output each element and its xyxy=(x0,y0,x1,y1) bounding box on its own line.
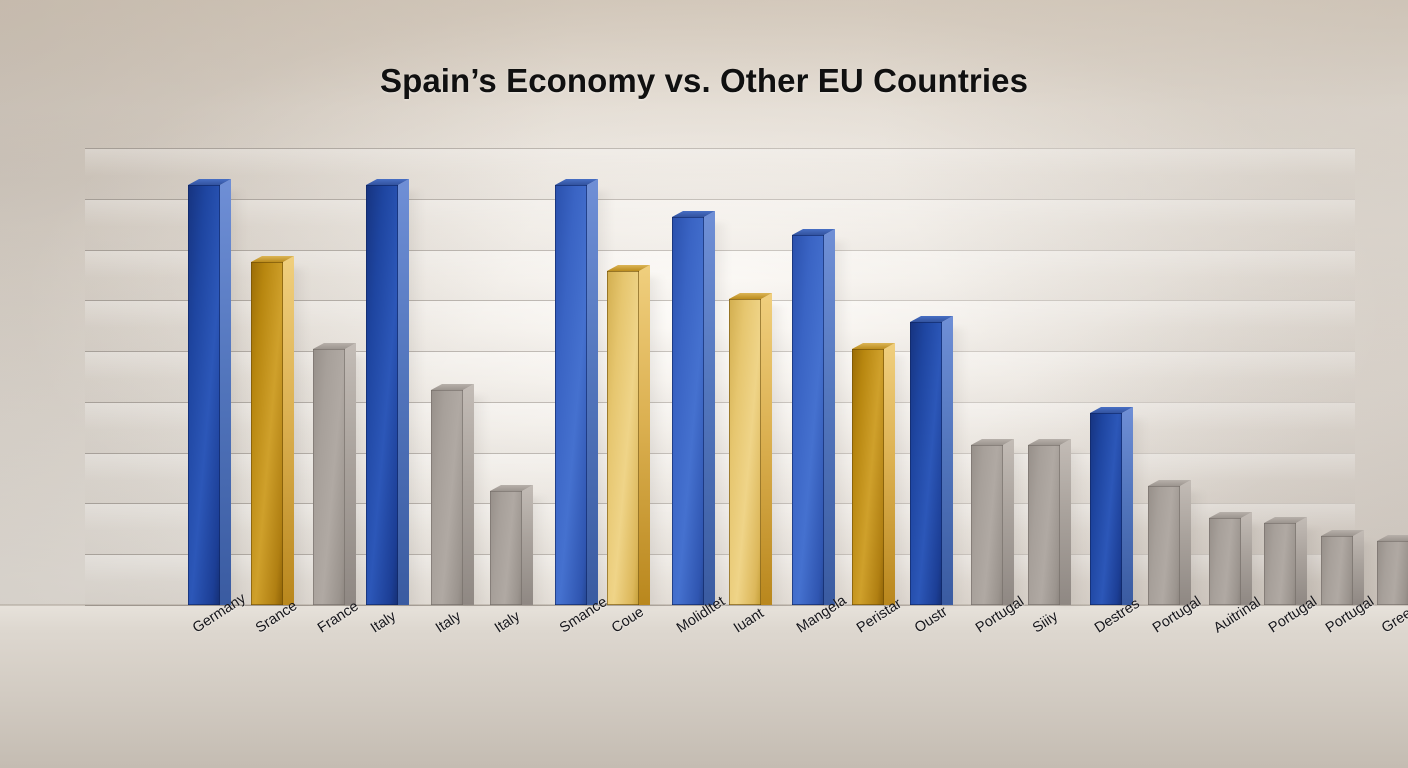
bar-top-face xyxy=(188,179,231,185)
bar[interactable] xyxy=(971,439,1014,605)
bar-side-face xyxy=(345,343,356,605)
bar[interactable] xyxy=(1209,512,1252,605)
plot-area xyxy=(85,148,1408,606)
bar-top-face xyxy=(251,256,294,262)
bar-top-face xyxy=(366,179,409,185)
bar[interactable] xyxy=(1264,517,1307,605)
bar-side-face xyxy=(704,211,715,605)
bar[interactable] xyxy=(1321,530,1364,605)
bar[interactable] xyxy=(1148,480,1191,605)
bar-top-face xyxy=(313,343,356,349)
gridline xyxy=(85,402,1355,403)
bar-side-face xyxy=(463,384,474,605)
bar-front-face xyxy=(366,185,398,605)
bar[interactable] xyxy=(1090,407,1133,605)
bar-top-face xyxy=(431,384,474,390)
bar-top-face xyxy=(1209,512,1252,518)
bar-side-face xyxy=(761,293,772,605)
bar-front-face xyxy=(188,185,220,605)
bar[interactable] xyxy=(1377,535,1408,605)
bar-front-face xyxy=(607,271,639,605)
bar-top-face xyxy=(971,439,1014,445)
bar-side-face xyxy=(942,316,953,605)
bar[interactable] xyxy=(1028,439,1071,605)
bar-front-face xyxy=(490,491,522,605)
bar-top-face xyxy=(729,293,772,299)
bar-top-face xyxy=(1321,530,1364,536)
bar-front-face xyxy=(1264,523,1296,605)
bar-front-face xyxy=(852,349,884,605)
bar-side-face xyxy=(884,343,895,605)
gridline xyxy=(85,199,1355,200)
bar-front-face xyxy=(792,235,824,605)
bar-side-face xyxy=(220,179,231,605)
bar-front-face xyxy=(1209,518,1241,605)
bar-front-face xyxy=(672,217,704,605)
bar[interactable] xyxy=(490,485,533,605)
bar[interactable] xyxy=(792,229,835,605)
bar-top-face xyxy=(1264,517,1307,523)
wall-panel xyxy=(85,148,1355,199)
bar-side-face xyxy=(522,485,533,605)
bar[interactable] xyxy=(366,179,409,605)
gridline xyxy=(85,148,1355,149)
bar-top-face xyxy=(555,179,598,185)
bar[interactable] xyxy=(910,316,953,605)
bar[interactable] xyxy=(729,293,772,605)
bar-top-face xyxy=(1090,407,1133,413)
bar-top-face xyxy=(910,316,953,322)
bar[interactable] xyxy=(313,343,356,605)
bar-front-face xyxy=(313,349,345,605)
bar-front-face xyxy=(1148,486,1180,605)
chart-title: Spain’s Economy vs. Other EU Countries xyxy=(379,62,1029,99)
bar-front-face xyxy=(971,445,1003,605)
bar-top-face xyxy=(792,229,835,235)
gridline xyxy=(85,605,1355,606)
bar[interactable] xyxy=(555,179,598,605)
bar-side-face xyxy=(1241,512,1252,605)
bar[interactable] xyxy=(431,384,474,605)
bar[interactable] xyxy=(251,256,294,605)
gridline xyxy=(85,503,1355,504)
bar-side-face xyxy=(283,256,294,605)
bar-top-face xyxy=(1377,535,1408,541)
bar[interactable] xyxy=(672,211,715,605)
bar-front-face xyxy=(1377,541,1408,605)
bar-front-face xyxy=(1090,413,1122,605)
bar-top-face xyxy=(490,485,533,491)
bar[interactable] xyxy=(607,265,650,605)
bar-top-face xyxy=(672,211,715,217)
bar-front-face xyxy=(555,185,587,605)
bar-side-face xyxy=(1003,439,1014,605)
bar-top-face xyxy=(1148,480,1191,486)
gridline xyxy=(85,351,1355,352)
bar-front-face xyxy=(729,299,761,605)
bar-side-face xyxy=(398,179,409,605)
bar-front-face xyxy=(910,322,942,605)
bar-side-face xyxy=(639,265,650,605)
chart-floor xyxy=(0,605,1408,768)
bar-front-face xyxy=(251,262,283,605)
bar-top-face xyxy=(607,265,650,271)
bar-side-face xyxy=(1122,407,1133,605)
gridline xyxy=(85,453,1355,454)
bar[interactable] xyxy=(188,179,231,605)
bar-top-face xyxy=(852,343,895,349)
gridline xyxy=(85,554,1355,555)
bar-front-face xyxy=(431,390,463,605)
gridline xyxy=(85,300,1355,301)
bar-side-face xyxy=(1060,439,1071,605)
bar-front-face xyxy=(1321,536,1353,605)
bar-side-face xyxy=(1296,517,1307,605)
bar-top-face xyxy=(1028,439,1071,445)
bar-side-face xyxy=(824,229,835,605)
gridline xyxy=(85,250,1355,251)
bar[interactable] xyxy=(852,343,895,605)
bar-side-face xyxy=(587,179,598,605)
bar-side-face xyxy=(1353,530,1364,605)
bar-side-face xyxy=(1180,480,1191,605)
bar-front-face xyxy=(1028,445,1060,605)
